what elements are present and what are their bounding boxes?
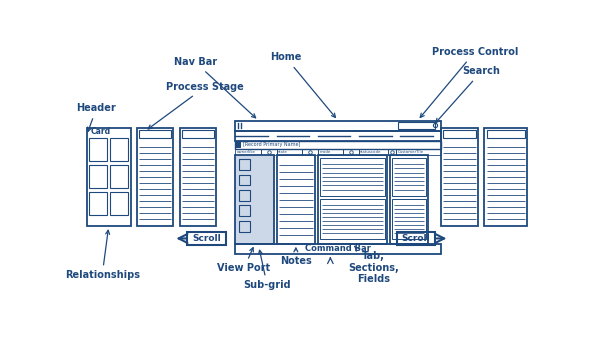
Text: mode: mode	[319, 150, 331, 154]
Text: Notes: Notes	[280, 248, 312, 266]
Text: Card: Card	[91, 127, 110, 136]
Bar	[187, 232, 226, 245]
Text: Home: Home	[270, 52, 335, 117]
Bar	[239, 159, 250, 170]
Text: Nav Bar: Nav Bar	[173, 57, 256, 118]
Text: Scroll: Scroll	[401, 234, 430, 243]
Text: ownerlike: ownerlike	[237, 150, 256, 154]
Bar	[277, 149, 302, 155]
Bar	[441, 127, 478, 226]
Bar	[139, 130, 171, 138]
Bar	[396, 149, 441, 155]
Bar	[487, 130, 524, 138]
Bar	[302, 149, 317, 155]
Bar	[392, 158, 426, 196]
Bar	[86, 127, 131, 226]
Bar	[235, 121, 441, 131]
Bar	[89, 192, 107, 215]
Bar	[179, 127, 216, 226]
Bar	[110, 165, 128, 188]
Bar	[89, 138, 107, 162]
Bar	[235, 141, 441, 149]
Text: CustomerTile: CustomerTile	[397, 150, 424, 154]
Bar	[317, 155, 388, 244]
Text: Command Bar: Command Bar	[305, 244, 371, 254]
Text: [Record Primary Name]: [Record Primary Name]	[243, 142, 301, 147]
Bar	[235, 149, 261, 155]
Bar	[89, 165, 107, 188]
Bar	[137, 127, 173, 226]
Text: Scroll: Scroll	[193, 234, 221, 243]
Text: state: state	[278, 150, 288, 154]
Bar	[261, 149, 277, 155]
Bar	[320, 199, 385, 239]
Bar	[235, 244, 441, 254]
Bar	[110, 192, 128, 215]
Bar	[239, 221, 250, 232]
Text: Header: Header	[77, 103, 116, 131]
Text: Process Control: Process Control	[420, 47, 518, 117]
Bar	[397, 232, 436, 245]
Bar	[317, 149, 343, 155]
Text: Process Stage: Process Stage	[148, 82, 244, 129]
Bar	[388, 149, 396, 155]
Bar	[239, 206, 250, 216]
Bar	[359, 149, 388, 155]
Bar	[392, 199, 426, 239]
Text: Search: Search	[436, 66, 500, 123]
Bar	[443, 130, 476, 138]
Bar	[182, 130, 214, 138]
Bar	[239, 190, 250, 201]
Bar	[277, 155, 315, 244]
Bar	[398, 122, 436, 129]
Text: statuscode: statuscode	[360, 150, 382, 154]
Bar	[484, 127, 527, 226]
Bar	[235, 155, 274, 244]
Text: View Port: View Port	[217, 248, 271, 273]
Bar	[320, 158, 385, 196]
Text: Relationships: Relationships	[65, 230, 140, 281]
Bar	[343, 149, 359, 155]
Text: Tab,
Sections,
Fields: Tab, Sections, Fields	[348, 246, 399, 284]
Bar	[235, 131, 441, 141]
Bar	[110, 138, 128, 162]
Text: Sub-grid: Sub-grid	[244, 250, 291, 290]
Bar	[389, 155, 428, 244]
Bar	[239, 174, 250, 185]
